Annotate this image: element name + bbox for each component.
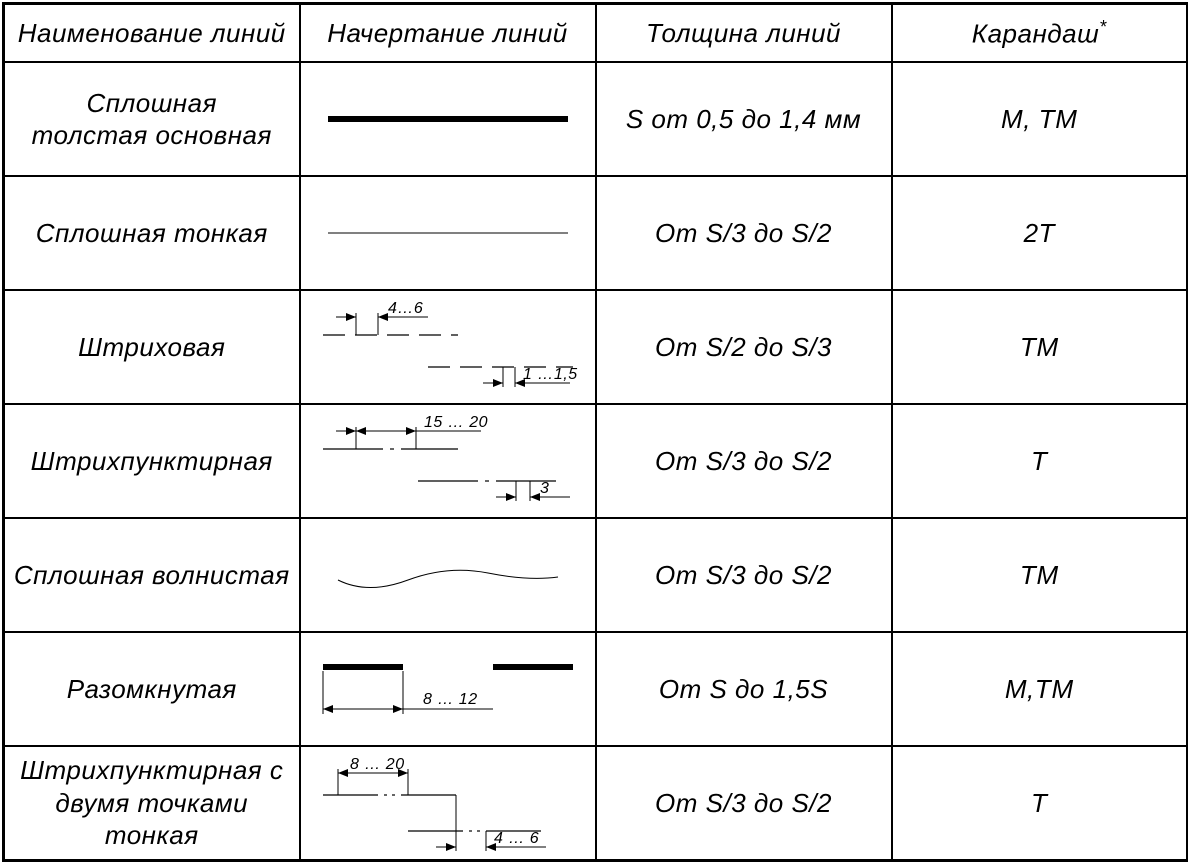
name-line2: двумя точками тонкая: [55, 788, 248, 851]
header-pencil: Карандаш*: [892, 4, 1188, 63]
svg-text:4 … 6: 4 … 6: [494, 830, 539, 847]
table-body: Сплошнаятолстая основная S от 0,5 до 1,4 …: [4, 62, 1188, 861]
cell-thickness: От S/3 до S/2: [596, 176, 892, 290]
cell-name: Штрихпунктирная: [4, 404, 300, 518]
table-row: Штрихпунктирная 15 … 20 3От S/3 до S/2Т: [4, 404, 1188, 518]
svg-text:8 … 20: 8 … 20: [350, 756, 405, 773]
header-pencil-asterisk: *: [1099, 17, 1107, 37]
cell-thickness: От S/3 до S/2: [596, 746, 892, 861]
cell-name: Штрихпунктирная сдвумя точками тонкая: [4, 746, 300, 861]
cell-depiction: 8 … 20 4 … 6: [300, 746, 596, 861]
name-line1: Сплошная: [87, 88, 217, 118]
name-line1: Штрихпунктирная: [31, 446, 273, 476]
name-line1: Сплошная тонкая: [36, 218, 268, 248]
cell-name: Разомкнутая: [4, 632, 300, 746]
table-row: Разомкнутая 8 … 12 От S до 1,5SМ,ТМ: [4, 632, 1188, 746]
cell-depiction: 8 … 12: [300, 632, 596, 746]
cell-name: Сплошная тонкая: [4, 176, 300, 290]
cell-name: Сплошнаятолстая основная: [4, 62, 300, 176]
cell-pencil: М, ТМ: [892, 62, 1188, 176]
cell-pencil: Т: [892, 746, 1188, 861]
cell-thickness: От S до 1,5S: [596, 632, 892, 746]
cell-depiction: [300, 518, 596, 632]
table-row: Сплошная тонкая От S/3 до S/22Т: [4, 176, 1188, 290]
header-pencil-text: Карандаш: [972, 18, 1099, 48]
cell-thickness: От S/2 до S/3: [596, 290, 892, 404]
cell-name: Сплошная волнистая: [4, 518, 300, 632]
svg-text:15 … 20: 15 … 20: [424, 414, 488, 431]
header-depiction: Начертание линий: [300, 4, 596, 63]
cell-depiction: [300, 62, 596, 176]
name-line1: Разомкнутая: [67, 674, 237, 704]
name-line1: Штрихпунктирная с: [20, 755, 283, 785]
svg-text:1 …1,5: 1 …1,5: [523, 366, 578, 383]
cell-name: Штриховая: [4, 290, 300, 404]
table-row: Сплошнаятолстая основная S от 0,5 до 1,4 …: [4, 62, 1188, 176]
svg-text:8 … 12: 8 … 12: [423, 691, 478, 708]
cell-depiction: 4…6 1 …1,5: [300, 290, 596, 404]
cell-pencil: ТМ: [892, 290, 1188, 404]
svg-text:4…6: 4…6: [388, 300, 423, 317]
table-row: Штриховая 4…6 1 …1,5От S/2 до S/3ТМ: [4, 290, 1188, 404]
cell-thickness: S от 0,5 до 1,4 мм: [596, 62, 892, 176]
cell-depiction: 15 … 20 3: [300, 404, 596, 518]
cell-thickness: От S/3 до S/2: [596, 518, 892, 632]
name-line1: Штриховая: [78, 332, 225, 362]
cell-depiction: [300, 176, 596, 290]
table-row: Сплошная волнистая От S/3 до S/2ТМ: [4, 518, 1188, 632]
svg-text:3: 3: [540, 480, 549, 497]
cell-pencil: М,ТМ: [892, 632, 1188, 746]
cell-pencil: Т: [892, 404, 1188, 518]
cell-thickness: От S/3 до S/2: [596, 404, 892, 518]
header-row: Наименование линий Начертание линий Толщ…: [4, 4, 1188, 63]
cell-pencil: ТМ: [892, 518, 1188, 632]
header-name: Наименование линий: [4, 4, 300, 63]
cell-pencil: 2Т: [892, 176, 1188, 290]
name-line2: толстая основная: [32, 120, 272, 150]
name-line1: Сплошная волнистая: [14, 560, 290, 590]
line-types-table: Наименование линий Начертание линий Толщ…: [2, 2, 1188, 862]
header-thickness: Толщина линий: [596, 4, 892, 63]
table-row: Штрихпунктирная сдвумя точками тонкая 8 …: [4, 746, 1188, 861]
